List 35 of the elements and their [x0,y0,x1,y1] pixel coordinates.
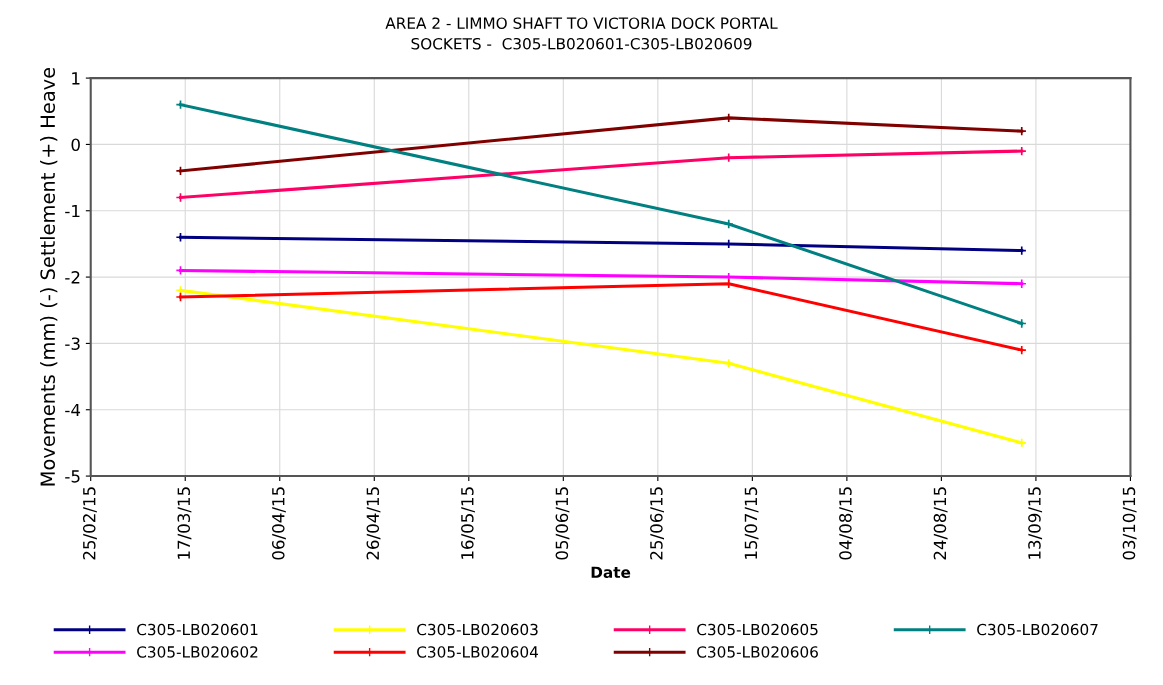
x-tick-label: 16/05/15 [461,487,475,559]
point [723,358,734,369]
x-tick-label: 04/08/15 [839,487,854,560]
legend-label: C305-LB020606 [697,646,818,658]
x-tick-label: 03/10/15 [1122,487,1137,560]
legend-label: C305-LB020601 [137,623,258,636]
legend-label: C305-LB020607 [977,623,1098,636]
x-tick-label: 13/09/15 [1028,487,1043,559]
x-tick-label: 17/03/15 [177,487,192,559]
point [723,152,734,163]
point [1016,345,1027,356]
legend-label: C305-LB020604 [417,646,539,658]
point [1016,437,1027,448]
y-tick-label: -4 [65,403,81,417]
x-tick-label: 26/04/15 [366,487,381,560]
x-tick-label: 05/06/15 [555,487,570,560]
x-axis-title: Date [591,566,631,579]
x-tick-label: 24/08/15 [933,487,948,560]
y-tick-label: -3 [65,337,80,350]
x-tick-label: 25/06/15 [650,487,664,560]
x-tick-label: 06/04/15 [271,487,286,560]
x-tick-label: 25/02/15 [82,487,97,560]
y-tick-label: -1 [65,204,80,218]
y-axis-title: Movements (mm) (-) Settlement (+) Heave [40,67,58,486]
x-tick-label: 15/07/15 [744,487,759,559]
legend-label: C305-LB020603 [417,623,538,636]
y-tick-label: -5 [65,470,80,483]
y-tick-label: 0 [71,138,80,151]
y-tick-label: 1 [72,72,80,85]
chart-subtitle: SOCKETS - C305-LB020601-C305-LB020609 [411,37,752,50]
point [723,219,734,230]
y-tick-label: -2 [65,271,80,284]
chart-title: AREA 2 - LIMMO SHAFT TO VICTORIA DOCK PORTAL [385,17,778,29]
legend-label: C305-LB020605 [697,623,818,636]
legend-label: C305-LB020602 [137,646,258,658]
